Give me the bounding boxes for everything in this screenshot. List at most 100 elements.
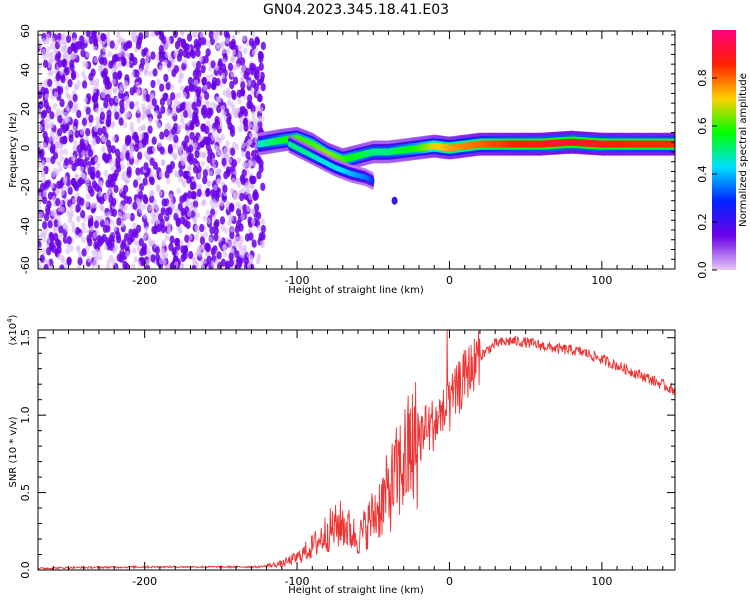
noise-blob [188, 83, 194, 92]
noise-blob [62, 118, 67, 125]
noise-blob [136, 199, 141, 206]
noise-blob [123, 184, 129, 194]
spectrogram-ylabel: Frequency (Hz) [8, 112, 19, 188]
noise-blob [179, 144, 184, 151]
noise-blob [165, 81, 171, 91]
noise-blob [41, 248, 47, 255]
noise-blob [209, 226, 215, 235]
noise-blob [129, 212, 135, 222]
noise-blob [171, 246, 177, 256]
noise-blob [217, 236, 223, 243]
noise-blob [192, 259, 197, 266]
noise-blob [155, 185, 161, 193]
noise-blob [56, 180, 62, 190]
noise-blob [73, 118, 79, 127]
noise-blob [66, 236, 72, 245]
noise-blob [47, 220, 53, 229]
noise-blob [132, 201, 138, 210]
noise-blob [128, 228, 134, 238]
noise-blob [117, 211, 122, 218]
noise-blob [204, 242, 210, 251]
noise-blob [50, 210, 55, 217]
noise-blob [201, 152, 207, 159]
noise-blob [117, 51, 123, 58]
noise-blob [129, 101, 135, 110]
noise-blob [177, 149, 183, 157]
noise-blob [102, 46, 107, 53]
noise-blob [238, 234, 243, 242]
noise-blob [38, 161, 42, 168]
noise-blob [250, 175, 256, 185]
noise-blob [209, 73, 214, 80]
noise-blob [178, 176, 183, 183]
outlier-blob [391, 196, 398, 205]
noise-blob [230, 147, 236, 156]
noise-blob [239, 116, 244, 123]
noise-blob [100, 32, 106, 42]
noise-blob [169, 263, 175, 269]
noise-blob [49, 265, 54, 269]
noise-blob [55, 108, 61, 115]
noise-blob [53, 219, 59, 228]
noise-blob [57, 219, 62, 227]
noise-blob [143, 162, 149, 171]
noise-blob [238, 125, 243, 133]
noise-blob [138, 207, 143, 214]
noise-blob [133, 229, 139, 239]
noise-blob [58, 39, 63, 46]
y-tick-label: 1.5 [19, 329, 32, 347]
noise-blob [85, 245, 90, 252]
noise-blob [94, 78, 100, 85]
noise-blob [251, 116, 257, 124]
colorbar-label: Normalized spectral amplitude [738, 73, 749, 227]
noise-blob [129, 121, 134, 129]
noise-blob [191, 264, 197, 269]
noise-blob [132, 131, 139, 141]
noise-blob [186, 175, 192, 184]
noise-blob [72, 125, 77, 132]
noise-blob [149, 157, 155, 166]
noise-blob [100, 106, 105, 114]
noise-blob [187, 210, 192, 218]
noise-blob [242, 117, 248, 126]
noise-blob [228, 202, 235, 212]
noise-blob [115, 231, 121, 241]
noise-blob [180, 117, 185, 124]
noise-blob [81, 236, 86, 243]
noise-blob [182, 170, 188, 180]
noise-blob [174, 40, 181, 50]
noise-blob [189, 181, 196, 191]
noise-blob [215, 77, 221, 87]
noise-blob [214, 64, 219, 71]
x-tick-label: 100 [591, 274, 612, 287]
noise-blob [147, 237, 152, 244]
noise-blob [47, 70, 52, 77]
noise-blob [193, 142, 198, 149]
noise-blob [127, 40, 133, 49]
noise-blob [99, 56, 105, 65]
noise-blob [138, 68, 143, 75]
noise-blob [260, 224, 266, 234]
noise-blob [210, 101, 216, 109]
noise-blob [225, 48, 231, 55]
noise-blob [182, 91, 187, 99]
noise-blob [211, 127, 217, 135]
noise-blob [63, 177, 68, 185]
noise-blob [180, 159, 186, 167]
noise-blob [225, 37, 230, 44]
noise-blob [155, 54, 160, 61]
noise-blob [136, 245, 142, 252]
noise-blob [64, 225, 70, 232]
noise-blob [154, 246, 160, 255]
noise-blob [151, 98, 157, 107]
noise-blob [237, 242, 243, 249]
noise-blob [92, 139, 97, 147]
noise-blob [250, 208, 256, 216]
noise-blob [161, 198, 167, 207]
noise-blob [111, 258, 116, 265]
noise-blob [211, 163, 217, 171]
noise-blob [173, 153, 178, 160]
noise-blob [125, 250, 130, 258]
noise-blob [196, 60, 202, 70]
